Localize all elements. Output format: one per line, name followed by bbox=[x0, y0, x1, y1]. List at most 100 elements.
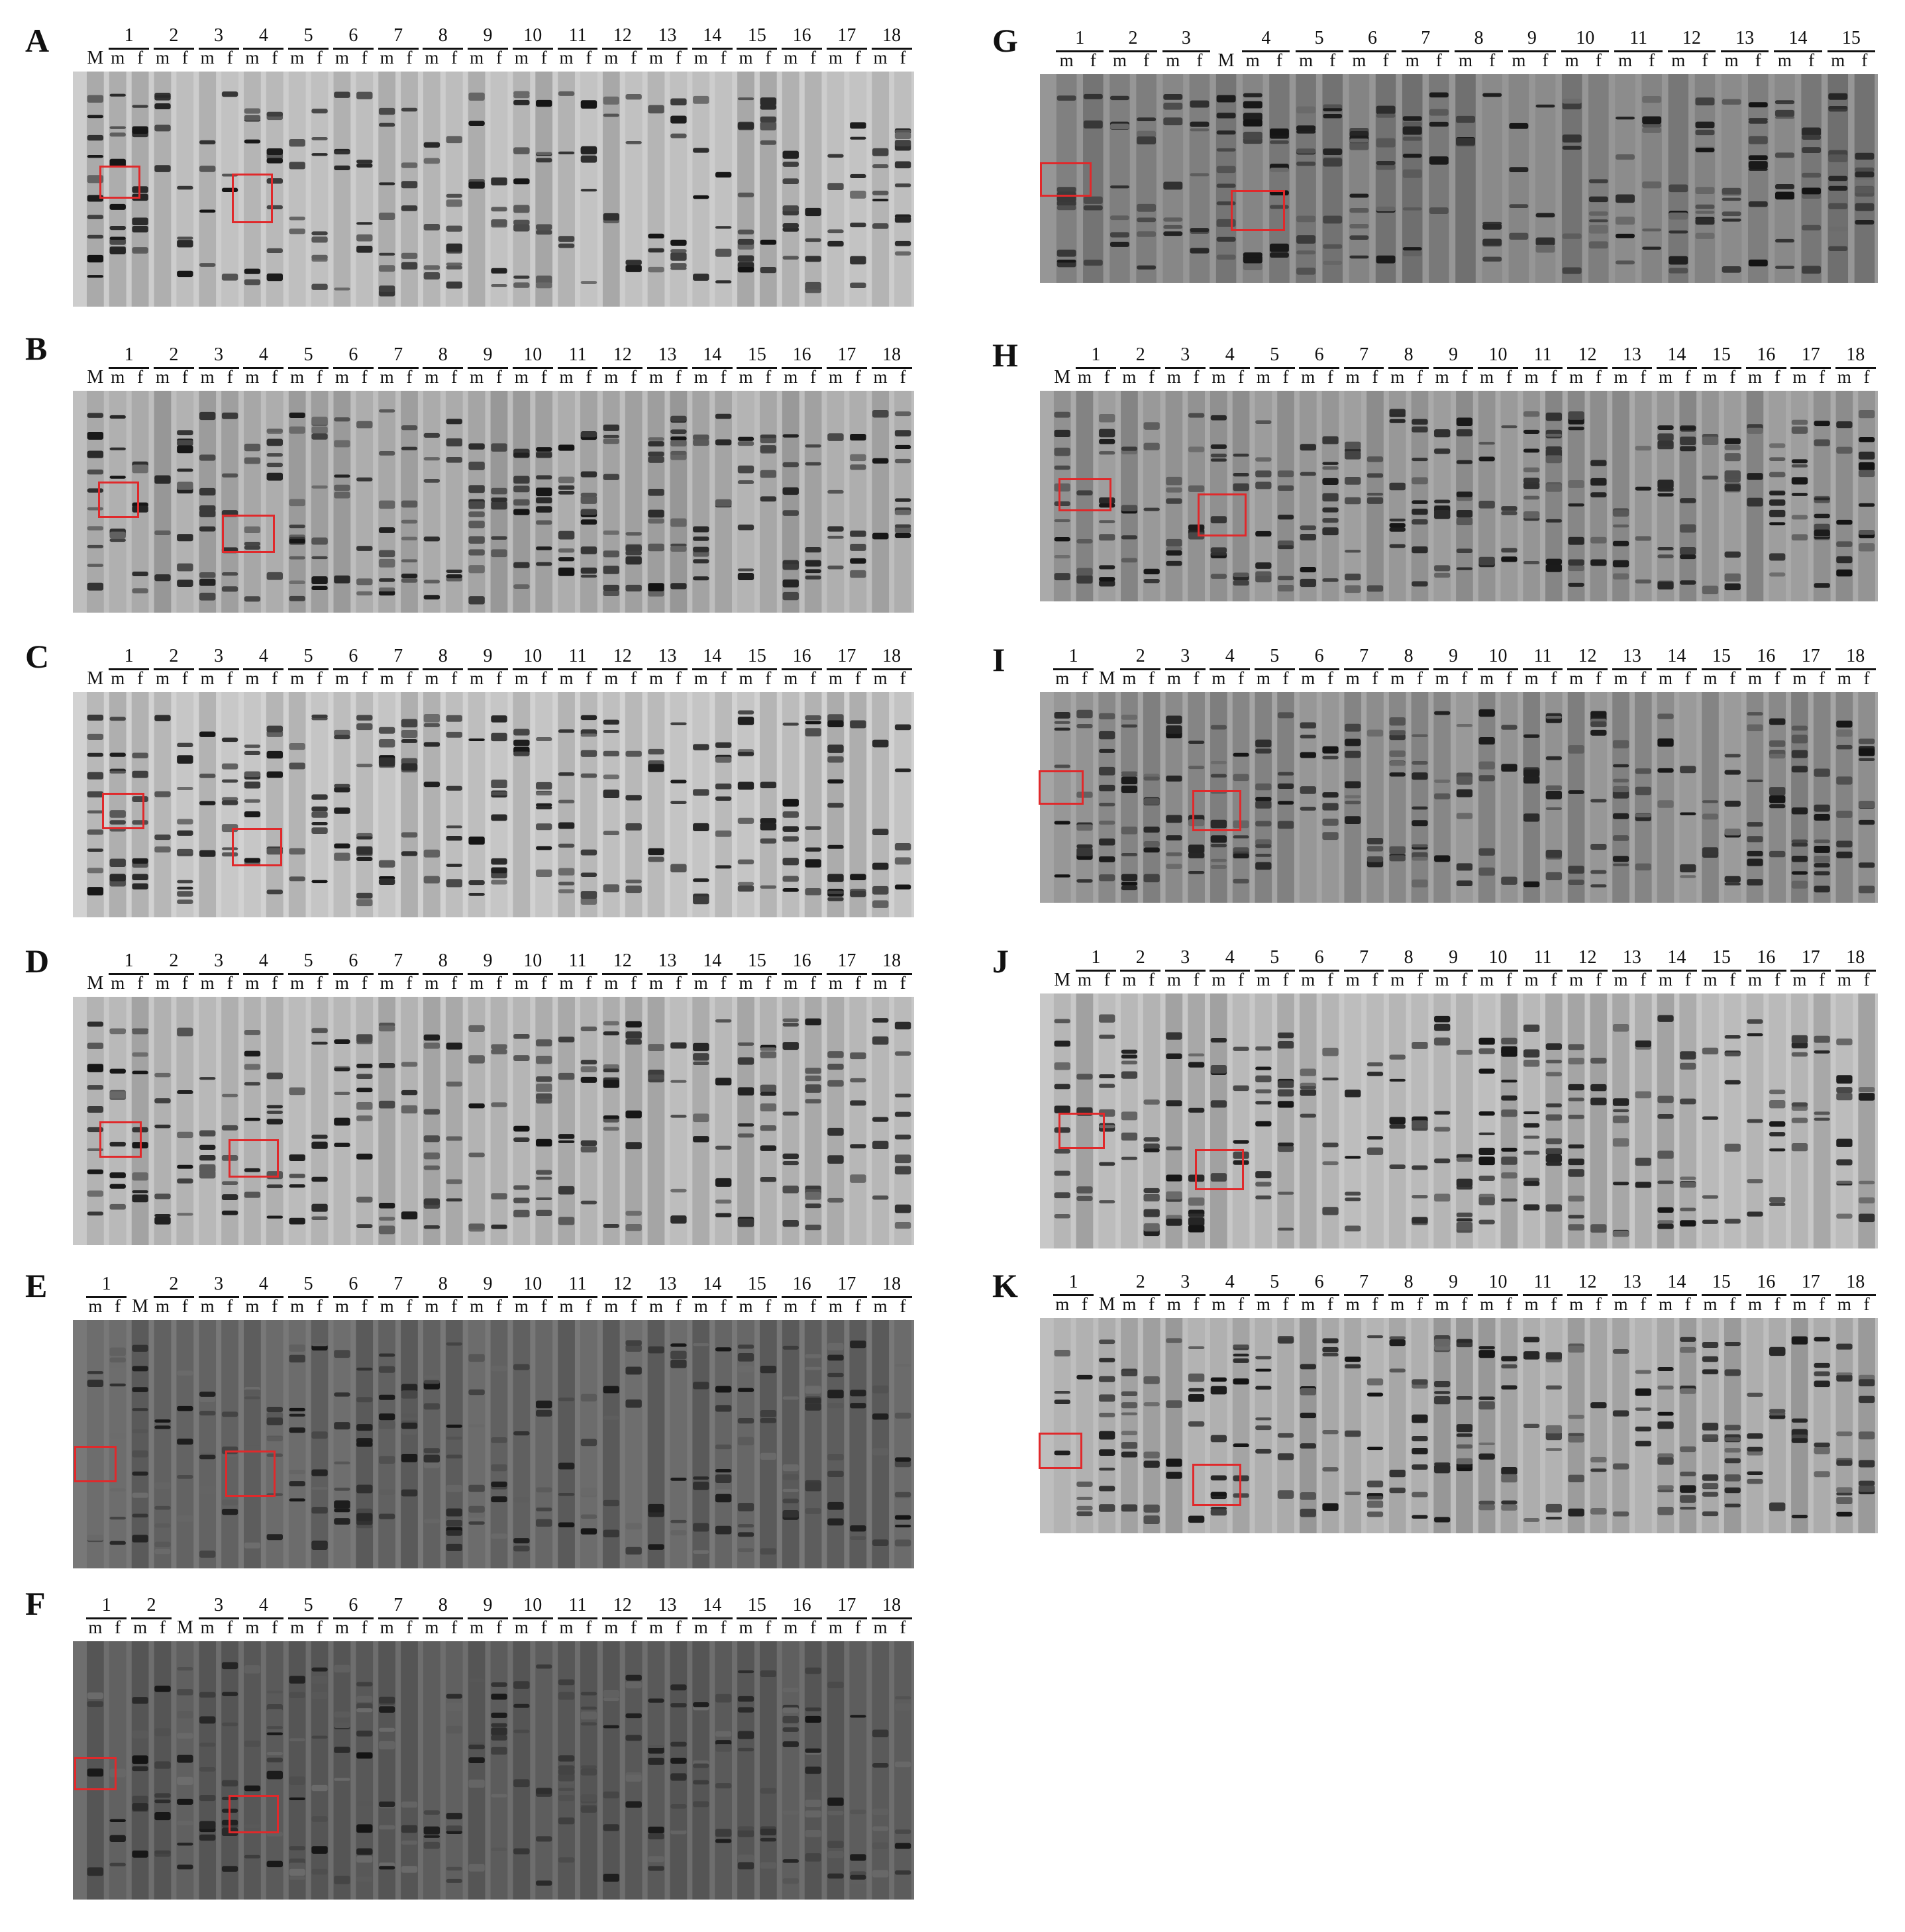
sample-underline bbox=[1745, 668, 1786, 670]
gel-band bbox=[1590, 1456, 1607, 1463]
gel-band bbox=[311, 1846, 328, 1854]
gel-band bbox=[894, 533, 911, 538]
gel-band bbox=[199, 505, 216, 512]
gel-band bbox=[1814, 497, 1830, 501]
sample-underline bbox=[1433, 970, 1474, 972]
gel-band bbox=[1255, 470, 1272, 478]
gel-band bbox=[827, 183, 844, 190]
sample-number-label: 6 bbox=[1314, 646, 1324, 666]
gel-band bbox=[446, 266, 462, 270]
gel-band bbox=[87, 275, 104, 278]
gel-band bbox=[1166, 1103, 1182, 1107]
sample-number-label: 4 bbox=[258, 25, 268, 46]
male-lane-label: m bbox=[649, 668, 664, 688]
gel-band bbox=[244, 1785, 261, 1792]
female-lane-label: f bbox=[810, 1296, 817, 1316]
gel-band bbox=[1616, 233, 1635, 238]
gel-band bbox=[1434, 1464, 1451, 1474]
gel-band bbox=[1657, 1457, 1674, 1465]
gel-band bbox=[1814, 1380, 1830, 1388]
gel-band bbox=[468, 596, 485, 605]
gel-band bbox=[715, 1783, 732, 1789]
female-lane-label: f bbox=[1506, 970, 1512, 990]
gel-band bbox=[603, 1691, 619, 1698]
gel-band bbox=[737, 1862, 754, 1870]
sample-number-label: 12 bbox=[613, 25, 632, 46]
gel-band bbox=[737, 123, 754, 129]
gel-band bbox=[1188, 740, 1205, 744]
gel-band bbox=[1501, 764, 1518, 772]
gel-band bbox=[558, 1692, 575, 1700]
sample-number-label: 3 bbox=[214, 950, 224, 971]
gel-band bbox=[1695, 204, 1715, 209]
gel-band bbox=[850, 1174, 866, 1183]
gel-band bbox=[1434, 565, 1451, 572]
male-lane-label: m bbox=[694, 48, 708, 68]
gel-band bbox=[109, 1383, 126, 1387]
gel-band bbox=[1166, 476, 1182, 485]
gel-band bbox=[737, 1747, 754, 1752]
female-lane-label: f bbox=[1649, 50, 1655, 70]
gel-band bbox=[737, 441, 754, 446]
gel-band bbox=[580, 872, 597, 877]
gel-band bbox=[1121, 1412, 1138, 1415]
gel-band bbox=[1680, 1182, 1696, 1188]
gel-band bbox=[154, 846, 171, 853]
female-lane-label: f bbox=[1819, 970, 1826, 990]
gel-band bbox=[1836, 1492, 1853, 1496]
gel-band bbox=[289, 1498, 305, 1501]
male-lane-label: m bbox=[1166, 668, 1181, 688]
gel-band bbox=[1054, 1148, 1070, 1154]
gel-band bbox=[1545, 1425, 1563, 1434]
gel-band bbox=[1680, 1176, 1696, 1180]
gel-band bbox=[1680, 498, 1696, 503]
gel-band bbox=[177, 240, 193, 248]
sample-number-label: 13 bbox=[1735, 28, 1755, 48]
male-lane-label: m bbox=[1747, 668, 1762, 688]
sample-number-label: 17 bbox=[837, 1595, 856, 1615]
gel-band bbox=[580, 1722, 597, 1726]
sample-number-label: 6 bbox=[348, 1274, 358, 1294]
female-lane-label: f bbox=[406, 973, 413, 993]
female-lane-label: f bbox=[631, 48, 637, 68]
gel-band bbox=[177, 1843, 193, 1846]
gel-band bbox=[1143, 1188, 1160, 1194]
gel-band bbox=[334, 287, 350, 291]
gel-band bbox=[872, 533, 889, 540]
gel-band bbox=[1389, 1339, 1406, 1347]
gel-band bbox=[468, 536, 485, 544]
sample-underline bbox=[1657, 970, 1697, 972]
gel-band bbox=[1277, 1145, 1294, 1152]
sample-underline bbox=[512, 1296, 553, 1298]
gel-band bbox=[827, 897, 844, 901]
gel-band bbox=[221, 797, 238, 801]
gel-band bbox=[423, 876, 440, 884]
gel-band bbox=[311, 231, 328, 236]
gel-band bbox=[805, 728, 821, 737]
male-lane-label: m bbox=[155, 48, 170, 68]
gel-band bbox=[266, 750, 283, 759]
gel-band bbox=[1345, 1430, 1361, 1437]
gel-band bbox=[1143, 1148, 1160, 1152]
gel-band bbox=[580, 189, 597, 192]
gel-band bbox=[1137, 117, 1157, 122]
gel-band bbox=[625, 1039, 642, 1045]
sample-underline bbox=[557, 1617, 598, 1619]
gel-band bbox=[1858, 543, 1875, 552]
gel-band bbox=[1389, 717, 1406, 726]
gel-band bbox=[446, 1866, 462, 1871]
female-lane-label: f bbox=[1595, 367, 1602, 387]
gel-band bbox=[311, 1041, 328, 1045]
gel-band bbox=[1054, 1170, 1070, 1176]
gel-band bbox=[491, 1794, 507, 1798]
sample-number-label: 13 bbox=[1622, 1272, 1641, 1292]
gel-band bbox=[199, 454, 216, 461]
gel-band bbox=[244, 1050, 261, 1057]
gel-band bbox=[378, 758, 395, 767]
gel-band bbox=[1836, 1372, 1853, 1376]
sample-underline bbox=[1612, 1294, 1653, 1296]
sample-number-label: 6 bbox=[1314, 344, 1324, 365]
gel-band bbox=[782, 1111, 799, 1116]
sample-number-label: 12 bbox=[1682, 28, 1701, 48]
gel-band bbox=[1389, 544, 1406, 548]
